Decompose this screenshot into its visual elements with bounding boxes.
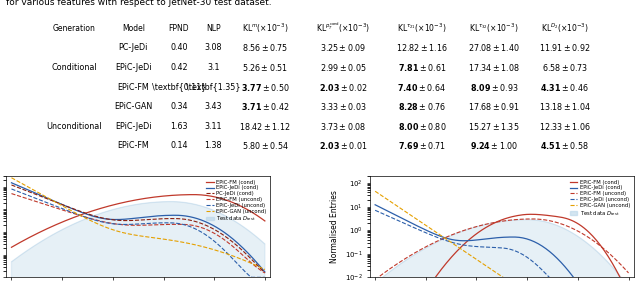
Legend: EPiC-FM (cond), EPiC-JeDi (cond), EPiC-FM (uncond), EPiC-JeDi (uncond), EPiC-GAN: EPiC-FM (cond), EPiC-JeDi (cond), EPiC-F…: [568, 179, 631, 218]
Y-axis label: Normalised Entries: Normalised Entries: [330, 190, 339, 263]
Legend: EPiC-FM (cond), EPiC-JeDi (cond), PC-JeDi (cond), EPiC-FM (uncond), EPiC-JeDi (u: EPiC-FM (cond), EPiC-JeDi (cond), PC-JeD…: [205, 179, 268, 224]
Text: for various features with respect to JetNet-30 test dataset.: for various features with respect to Jet…: [6, 0, 272, 7]
